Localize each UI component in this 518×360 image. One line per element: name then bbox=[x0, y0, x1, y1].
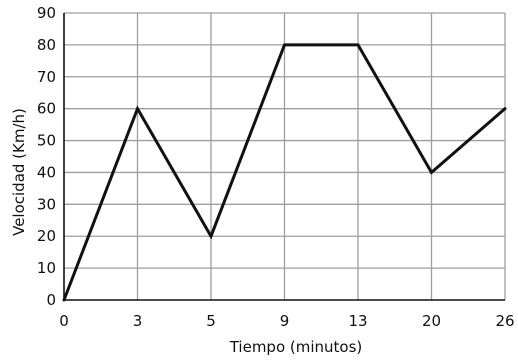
x-axis-label: Tiempo (minutos) bbox=[229, 338, 363, 356]
y-tick-label: 70 bbox=[37, 68, 56, 86]
x-tick-label: 3 bbox=[133, 312, 143, 330]
y-tick-label: 90 bbox=[37, 4, 56, 22]
y-tick-label: 50 bbox=[37, 132, 56, 150]
y-tick-label: 30 bbox=[37, 195, 56, 213]
y-axis-label: Velocidad (Km/h) bbox=[10, 108, 28, 236]
tick-labels: 0 3 5 9 13 20 26 0 10 20 30 40 50 60 70 80 90 bbox=[37, 4, 515, 330]
x-tick-label: 9 bbox=[280, 312, 290, 330]
y-tick-label: 60 bbox=[37, 100, 56, 118]
x-tick-label: 13 bbox=[348, 312, 367, 330]
grid bbox=[64, 12, 506, 300]
y-tick-label: 0 bbox=[46, 291, 56, 309]
y-tick-label: 40 bbox=[37, 163, 56, 181]
x-tick-label: 0 bbox=[59, 312, 69, 330]
x-tick-label: 20 bbox=[422, 312, 441, 330]
series-layer bbox=[62, 43, 507, 302]
axes bbox=[63, 13, 505, 301]
x-tick-label: 26 bbox=[495, 312, 514, 330]
x-tick-label: 5 bbox=[206, 312, 216, 330]
y-tick-label: 80 bbox=[37, 36, 56, 54]
y-tick-label: 20 bbox=[37, 227, 56, 245]
y-tick-label: 10 bbox=[37, 259, 56, 277]
